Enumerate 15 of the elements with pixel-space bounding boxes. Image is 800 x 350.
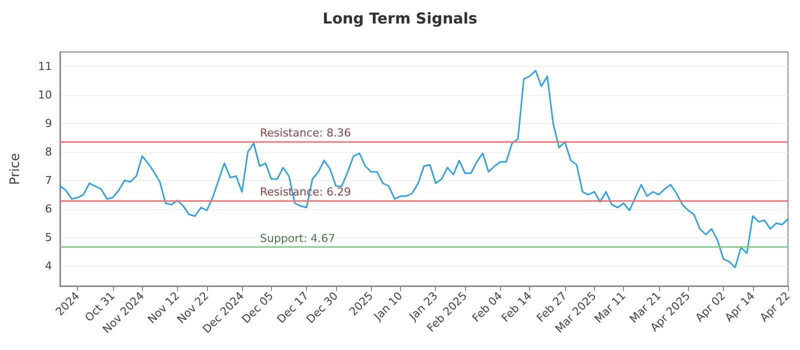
y-tick-label: 4 [45, 260, 52, 273]
y-tick-label: 6 [45, 202, 52, 216]
y-axis-title: Price [8, 153, 23, 185]
y-tick-label: 10 [38, 88, 52, 102]
ref-line-label: Resistance: 8.36 [260, 126, 351, 140]
y-tick-label: 9 [45, 116, 52, 130]
y-tick-label: 8 [45, 145, 52, 158]
chart-title: Long Term Signals [322, 10, 478, 28]
y-tick-label: 7 [45, 174, 52, 187]
ref-line-label: Support: 4.67 [260, 232, 336, 245]
y-tick-label: 11 [38, 60, 52, 73]
line-series [59, 70, 789, 268]
x-tick-label: Apr 22 [758, 289, 793, 324]
y-tick-label: 5 [45, 230, 52, 244]
x-tick-label: Jan 10 [370, 289, 406, 324]
